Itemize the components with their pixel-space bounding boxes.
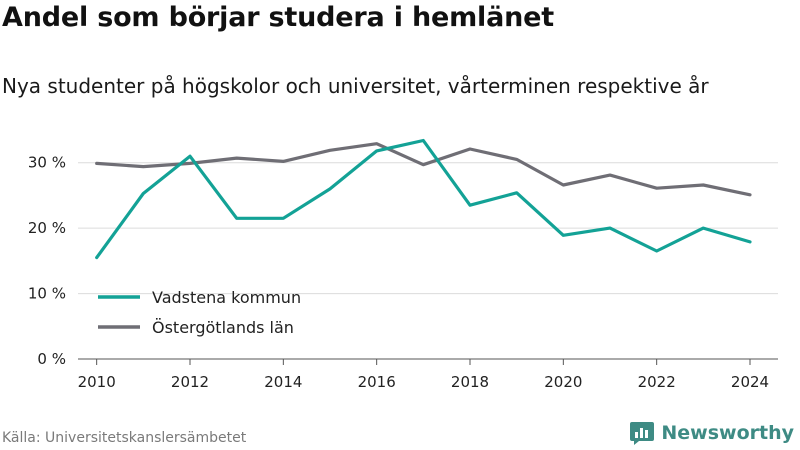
x-tick-label: 2020 — [544, 373, 582, 391]
brand-name: Newsworthy — [661, 422, 794, 444]
x-tick-label: 2022 — [638, 373, 676, 391]
source-note: Källa: Universitetskanslersämbetet — [2, 430, 247, 446]
x-tick-label: 2012 — [171, 373, 209, 391]
chart-title: Andel som börjar studera i hemlänet — [2, 2, 554, 33]
series-line-ostergotland — [95, 142, 752, 197]
x-tick-label: 2024 — [731, 373, 769, 391]
y-tick-label: 20 % — [28, 219, 66, 237]
legend-label: Östergötlands län — [152, 318, 294, 337]
series-line-vadstena — [95, 138, 752, 260]
brand-logo: Newsworthy — [629, 420, 794, 446]
x-tick-label: 2010 — [78, 373, 116, 391]
grid-layer — [78, 162, 778, 295]
x-tick-label: 2016 — [358, 373, 396, 391]
newsworthy-logo-icon — [630, 422, 655, 445]
legend: Vadstena kommun Östergötlands län — [98, 288, 301, 337]
axis-layer: 0 % 10 % 20 % 30 % 2010 2012 2014 2016 2018 2020 2… — [28, 154, 778, 391]
legend-label: Vadstena kommun — [152, 288, 301, 307]
y-tick-label: 10 % — [28, 285, 66, 303]
x-tick-label: 2018 — [451, 373, 489, 391]
x-tick-label: 2014 — [264, 373, 302, 391]
series-layer — [95, 138, 752, 260]
y-tick-label: 30 % — [28, 154, 66, 172]
chart-subtitle: Nya studenter på högskolor och universit… — [2, 74, 709, 98]
y-tick-label: 0 % — [37, 350, 66, 368]
